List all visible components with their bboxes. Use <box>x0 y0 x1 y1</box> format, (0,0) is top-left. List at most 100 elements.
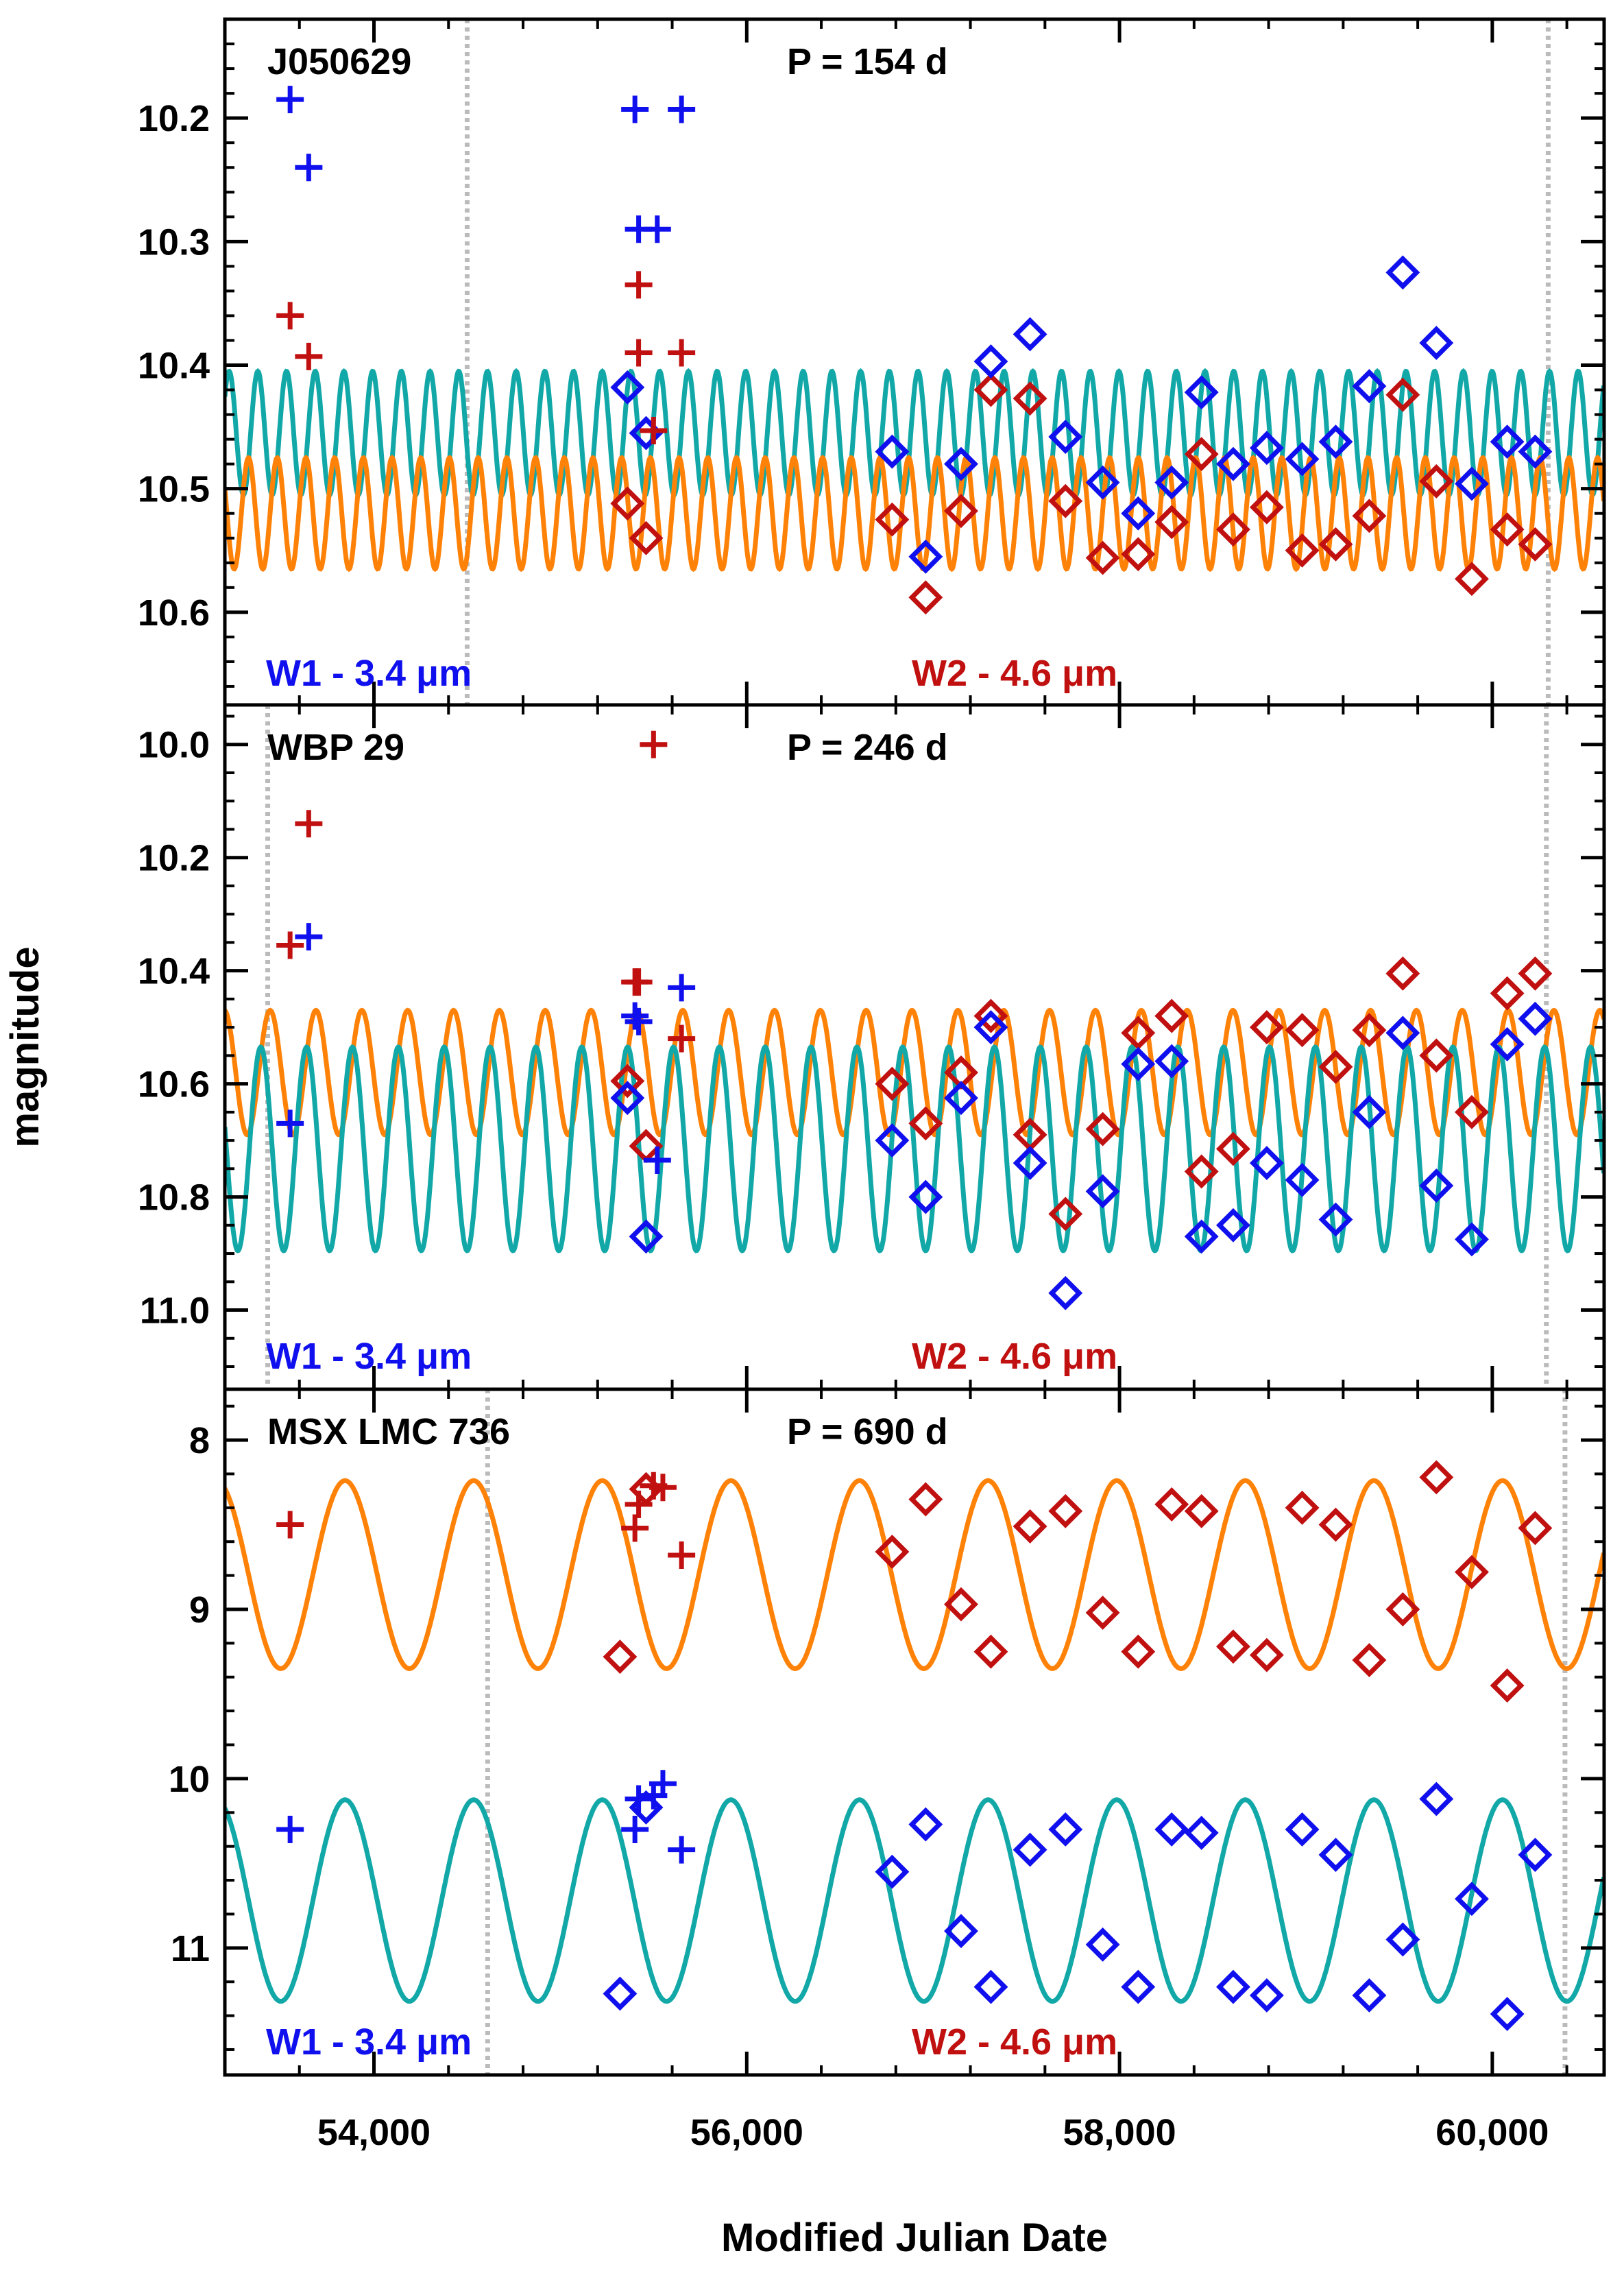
panel-j050629: 10.2 10.3 10.4 10.5 10.6 J050629 P = 154 d W… <box>138 17 1606 707</box>
w2-diamond-point <box>875 1066 910 1101</box>
w1-diamond-point <box>1184 1815 1219 1850</box>
w2-diamond-point <box>1215 1629 1250 1664</box>
w1-diamond-point <box>944 1081 978 1116</box>
w2-plus-point <box>668 1541 696 1569</box>
w2-diamond-point <box>1249 1010 1284 1045</box>
w1-diamond-point <box>1518 434 1553 469</box>
w1-diamond-point <box>1249 1978 1284 2013</box>
y-tick-label: 11 <box>171 1928 210 1969</box>
w1-diamond-point <box>1419 326 1454 361</box>
w2-diamond-point <box>1318 1507 1353 1542</box>
w1-band-label: W1 - 3.4 μm <box>266 1336 472 1377</box>
w1-plus-point <box>668 974 696 1002</box>
y-tick-label: 10.2 <box>138 838 210 879</box>
w2-diamond-point <box>973 998 1008 1033</box>
y-tick-label: 11.0 <box>140 1290 210 1332</box>
w1-plus-point <box>625 1785 653 1813</box>
w1-diamond-point <box>1154 1812 1189 1847</box>
w1-diamond-point <box>1121 496 1156 531</box>
w2-diamond-point <box>1419 1460 1454 1495</box>
w2-plus-point <box>668 339 696 367</box>
w2-diamond-point <box>1085 1112 1120 1146</box>
w2-diamond-point <box>1419 464 1454 499</box>
w1-diamond-point <box>1085 465 1120 500</box>
w1-diamond-point <box>1184 1219 1219 1254</box>
w1-plus-point <box>621 1002 649 1030</box>
w2-diamond-point <box>875 1535 910 1569</box>
w1-diamond-point <box>908 539 943 574</box>
w1-diamond-point <box>1352 369 1387 404</box>
w2-diamond-point <box>1385 1592 1420 1626</box>
w2-diamond-point <box>1048 1197 1083 1232</box>
w1-diamond-point <box>1419 1168 1454 1203</box>
w2-diamond-point <box>1121 1016 1156 1051</box>
w1-diamond-point <box>1215 446 1250 481</box>
w2-diamond-point <box>1318 1049 1353 1084</box>
w2-diamond-point <box>1184 437 1219 472</box>
w2-plus-point <box>668 1024 696 1053</box>
y-tick-label: 10.3 <box>138 221 210 263</box>
w1-diamond-point <box>1518 1838 1553 1872</box>
w2-diamond-point <box>1419 1038 1454 1073</box>
w1-diamond-point <box>1215 1208 1250 1242</box>
w2-diamond-point <box>1285 533 1320 568</box>
w2-diamond-point <box>1085 1595 1120 1630</box>
w1-plus-point <box>668 95 696 123</box>
w1-plus-point <box>295 154 323 182</box>
w2-diamond-point <box>610 1064 645 1099</box>
w2-diamond-point <box>875 502 910 537</box>
y-tick-label: 10.0 <box>138 725 210 766</box>
y-tick-label: 10.6 <box>138 592 210 634</box>
w2-diamond-point <box>1455 1094 1489 1129</box>
period-label: P = 154 d <box>787 41 948 82</box>
w1-diamond-point <box>1154 465 1189 500</box>
panel-frame <box>223 1387 1606 2077</box>
w1-band-label: W1 - 3.4 μm <box>266 653 472 694</box>
w2-diamond-point <box>603 1640 638 1674</box>
w1-diamond-point <box>973 1010 1008 1045</box>
w1-diamond-point <box>1352 1978 1387 2013</box>
w1-diamond-point <box>1518 1001 1553 1036</box>
w1-diamond-point <box>1490 1997 1525 2032</box>
w2-plus-point <box>640 417 668 444</box>
x-tick-label: 54,000 <box>317 2112 431 2153</box>
w2-plus-point <box>625 968 653 996</box>
w2-diamond-point <box>1455 1554 1489 1589</box>
w2-diamond-point <box>1184 1154 1219 1189</box>
y-tick-label: 10.6 <box>138 1064 210 1105</box>
w1-diamond-point <box>1490 1027 1525 1061</box>
w1-model-curve <box>225 1797 1604 2004</box>
y-tick-label: 10.5 <box>138 469 210 510</box>
w1-plus-point <box>625 1007 653 1035</box>
w2-diamond-point <box>1490 512 1525 547</box>
w2-diamond-point <box>908 1106 943 1141</box>
w1-diamond-point <box>1085 1174 1120 1209</box>
y-tick-label: 10.8 <box>138 1177 210 1218</box>
w2-diamond-point <box>944 494 978 529</box>
w2-model-curve <box>225 455 1604 573</box>
w1-plus-point <box>668 1836 696 1864</box>
w1-diamond-point <box>973 1969 1008 2004</box>
w2-diamond-point <box>610 486 645 521</box>
w1-diamond-point <box>1085 1927 1120 1962</box>
w1-diamond-point <box>973 344 1008 379</box>
w2-plus-point <box>649 1474 677 1502</box>
y-tick-label: 8 <box>189 1420 210 1461</box>
w2-diamond-point <box>1121 1634 1156 1669</box>
w1-model-curve <box>225 368 1604 499</box>
w2-diamond-point <box>1249 1637 1284 1672</box>
w2-diamond-point <box>1154 1487 1189 1522</box>
w2-plus-point <box>625 1490 653 1518</box>
y-tick-label: 10.4 <box>138 951 210 992</box>
w1-diamond-point <box>1121 1969 1156 2004</box>
panel-wbp-29: 10.0 10.2 10.4 10.6 10.8 11.0 WBP 29 P = 246 … <box>138 703 1606 1391</box>
w2-diamond-point <box>973 372 1008 407</box>
w2-diamond-point <box>1352 1643 1387 1678</box>
w2-diamond-point <box>1352 499 1387 533</box>
panel-msx-lmc-736: 8 9 10 11 MSX LMC 736 P = 690 d W1 - 3.4 μm… <box>169 1387 1606 2077</box>
w2-model-curve <box>225 1478 1604 1671</box>
w2-plus-point <box>621 1514 649 1542</box>
y-tick-label: 10 <box>169 1759 210 1800</box>
w1-diamond-point <box>629 1219 664 1254</box>
